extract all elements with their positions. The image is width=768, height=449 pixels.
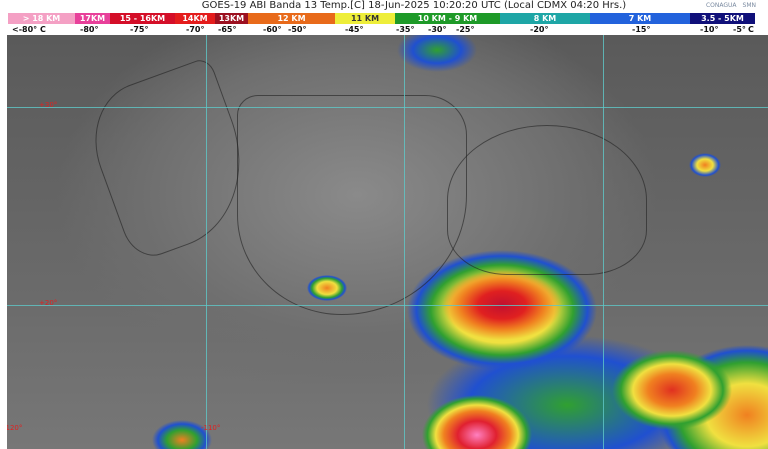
legend-swatch: 11 KM: [335, 13, 395, 24]
temperature-label: C: [748, 25, 754, 34]
temperature-label: -80°: [80, 25, 99, 34]
lon-label: -110°: [201, 424, 221, 432]
legend-swatch: 12 KM: [248, 13, 335, 24]
legend-swatch: 15 - 16KM: [110, 13, 175, 24]
legend-swatch: > 18 KM: [8, 13, 75, 24]
lat-label: +30°: [39, 101, 58, 109]
meridian-line: [603, 35, 604, 449]
conagua-logo: CONAGUA: [705, 2, 737, 9]
temperature-label: -65°: [218, 25, 237, 34]
temperature-label: -50°: [288, 25, 307, 34]
temperature-label: -45°: [345, 25, 364, 34]
meridian-line: [206, 35, 207, 449]
temperature-label: <-80° C: [12, 25, 46, 34]
meridian-line: [404, 35, 405, 449]
temperature-label: -35°: [396, 25, 415, 34]
mexico-mainland-outline: [237, 95, 467, 315]
agency-logos: CONAGUA SMN: [706, 2, 756, 9]
temperature-label: -75°: [130, 25, 149, 34]
parallel-line: [7, 305, 768, 306]
lon-label: -120°: [7, 424, 23, 432]
temperature-label: -5°: [733, 25, 746, 34]
gulf-of-mexico-coastline: [447, 125, 647, 275]
legend-swatch: 13KM: [215, 13, 248, 24]
temperature-label: -70°: [186, 25, 205, 34]
image-title: GOES-19 ABI Banda 13 Temp.[C] 18-Jun-202…: [201, 0, 627, 11]
temperature-label: -15°: [632, 25, 651, 34]
parallel-line: [7, 107, 768, 108]
temperature-label: -60°: [263, 25, 282, 34]
satellite-map: +30° +20° -120° -110°: [7, 35, 768, 449]
temperature-label: -10°: [700, 25, 719, 34]
temperature-scale: <-80° C -80° -75° -70° -65° -60° -50° -45° -35° -…: [8, 24, 755, 35]
legend-swatch: 3.5 - 5KM: [690, 13, 755, 24]
lat-label: +20°: [39, 299, 58, 307]
legend-swatch: 17KM: [75, 13, 110, 24]
height-color-legend: > 18 KM 17KM 15 - 16KM 14KM 13KM 12 KM 11 KM 10…: [8, 13, 755, 24]
legend-swatch: 7 KM: [590, 13, 690, 24]
temperature-label: -20°: [530, 25, 549, 34]
temperature-label: -25°: [456, 25, 475, 34]
legend-swatch: 8 KM: [500, 13, 590, 24]
legend-swatch: 10 KM - 9 KM: [395, 13, 500, 24]
temperature-label: -30°: [428, 25, 447, 34]
smn-logo: SMN: [742, 2, 756, 9]
legend-swatch: 14KM: [175, 13, 215, 24]
